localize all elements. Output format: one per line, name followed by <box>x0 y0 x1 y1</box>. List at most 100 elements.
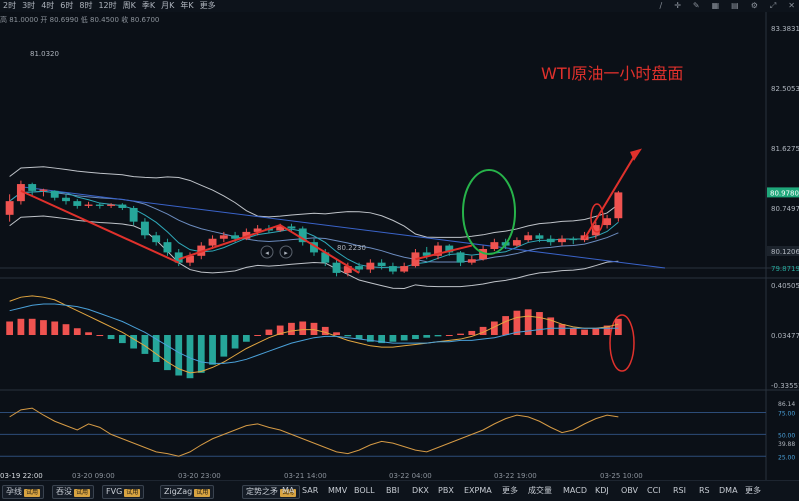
timeframe-tab[interactable]: 月K <box>161 1 175 10</box>
timeframe-tab[interactable]: 8时 <box>79 1 93 10</box>
indicator-tab[interactable]: MACD <box>563 486 587 495</box>
indicator-tab[interactable]: PBX <box>438 486 454 495</box>
timeframe-tab[interactable]: 年K <box>180 1 194 10</box>
indicator-tab[interactable]: 更多 <box>745 486 761 495</box>
macd-histogram-bar <box>513 310 521 335</box>
macd-histogram-bar <box>254 335 262 336</box>
macd-histogram-bar <box>445 335 453 336</box>
macd-histogram-bar <box>164 335 171 371</box>
timeframe-tab[interactable]: 12时 <box>98 1 117 10</box>
indicator-tab[interactable]: MA <box>282 486 295 495</box>
candle-body <box>524 235 533 241</box>
fullscreen-icon[interactable]: ⤢ <box>769 1 777 10</box>
chart-canvas[interactable]: 81.0320 80.2230 ◂ ▸ 83.3831 82.5053 81.6275 80.… <box>0 0 799 480</box>
timeframe-tab[interactable]: 更多 <box>199 1 216 10</box>
indicator-tab[interactable]: 更多 <box>502 486 518 495</box>
timeframe-tab[interactable]: 季K <box>141 1 156 10</box>
macd-histogram-bar <box>96 335 104 336</box>
macd-histogram-bar <box>62 324 70 335</box>
candle-body <box>614 192 623 219</box>
indicator-tab[interactable]: MMV <box>328 486 348 495</box>
indicator-button-label: ZigZag <box>164 487 193 496</box>
candle-body <box>603 218 612 226</box>
candle-body <box>50 190 59 198</box>
macd-histogram-bar <box>40 320 47 335</box>
indicator-tab[interactable]: 成交量 <box>528 486 552 495</box>
indicator-tab[interactable]: RS <box>699 486 710 495</box>
candle-body <box>434 245 442 256</box>
macd-histogram-bar <box>366 335 374 342</box>
trial-badge: 试用 <box>194 489 211 497</box>
indicator-button[interactable]: 孕线 试用 <box>2 485 45 499</box>
candle-body <box>84 204 93 206</box>
candle-body <box>411 252 420 267</box>
timeframe-tab[interactable]: 3时 <box>22 1 36 10</box>
macd-histogram-bar <box>28 318 36 335</box>
indicator-tab[interactable]: SAR <box>302 486 319 495</box>
kdj-axis-label: 25.00 <box>778 454 795 461</box>
indicator-button[interactable]: ZigZag 试用 <box>160 485 215 499</box>
indicator-tab[interactable]: RSI <box>673 486 686 495</box>
macd-histogram-bar <box>220 335 228 357</box>
indicator-button[interactable]: FVG 试用 <box>102 485 145 499</box>
candle-body <box>107 204 116 206</box>
indicator-tab[interactable]: OBV <box>621 486 639 495</box>
indicator-tab[interactable]: BBI <box>386 486 400 495</box>
annotation-arrow-down <box>279 224 360 274</box>
indicator-tab[interactable]: CCI <box>647 486 661 495</box>
indicator-tab[interactable]: BOLL <box>354 486 375 495</box>
candle-body <box>95 204 104 206</box>
annotation-title: WTI原油一小时盘面 <box>541 64 684 83</box>
time-axis-label: 03-25 10:00 <box>600 472 643 480</box>
macd-histogram-bar <box>434 335 442 337</box>
scroll-left-button[interactable] <box>260 245 274 259</box>
settings-icon[interactable]: ⚙ <box>750 1 758 10</box>
line-icon[interactable]: ∕ <box>659 1 663 10</box>
candle-body <box>355 266 364 270</box>
kdj-axis-label: 86.14 <box>778 401 795 408</box>
macd-histogram-bar <box>400 335 408 341</box>
macd-histogram-bar <box>107 335 115 340</box>
macd-histogram-bar <box>592 328 600 335</box>
indicator-tab[interactable]: KDJ <box>595 486 609 495</box>
timeframe-toolbar: 2时 3时 4时 6时 8时 12时 周K 季K 月K 年K 更多 ∕ ✛ ✎ ▦ ▤ ⚙ ⤢ ✕ <box>0 0 799 12</box>
indicator-tab[interactable]: DMA <box>719 486 738 495</box>
price-axis-label: 80.1206 <box>771 248 799 256</box>
macd-histogram-bar <box>209 335 216 365</box>
indicator-tab[interactable]: EXPMA <box>464 486 492 495</box>
candle-body <box>332 262 341 273</box>
macd-highlight-circle <box>609 314 635 372</box>
kdj-axis-label: 39.88 <box>778 441 795 448</box>
timeframe-tab[interactable]: 2时 <box>3 1 17 10</box>
kdj-line <box>9 407 619 457</box>
timeframe-tab[interactable]: 6时 <box>60 1 74 10</box>
timeframe-tab[interactable]: 周K <box>122 1 136 10</box>
chart-type-icon[interactable]: ▦ <box>711 1 720 10</box>
candle-body <box>73 201 82 206</box>
close-icon[interactable]: ✕ <box>788 1 795 10</box>
scroll-right-button[interactable] <box>279 245 293 259</box>
layout-icon[interactable]: ▤ <box>731 1 739 10</box>
highlight-circle-small <box>590 203 604 233</box>
candle-body <box>118 204 127 208</box>
trial-badge: 试用 <box>24 489 41 497</box>
macd-histogram-bar <box>603 325 611 335</box>
current-price-label: 80.9780 <box>770 189 799 197</box>
candle-body <box>208 238 217 246</box>
chevron-right-icon: ▸ <box>284 249 288 257</box>
macd-histogram-bar <box>141 335 149 354</box>
indicator-button[interactable]: 吞没 试用 <box>52 485 95 499</box>
candle-body <box>174 252 183 263</box>
indicator-tab[interactable]: DKX <box>412 486 429 495</box>
pencil-icon[interactable]: ✎ <box>692 1 700 10</box>
highlight-circle <box>462 169 516 255</box>
timeframe-tab[interactable]: 4时 <box>41 1 55 10</box>
annotation-arrow-up <box>178 224 281 261</box>
macd-axis-label: -0.33551 <box>771 382 799 390</box>
candle-body <box>219 235 228 239</box>
candle-body <box>298 228 307 243</box>
indicator-button[interactable]: 定势之矛 试用 <box>242 485 301 499</box>
price-axis-label: 82.5053 <box>771 85 799 93</box>
crosshair-icon[interactable]: ✛ <box>674 1 681 10</box>
candle-body <box>242 231 251 239</box>
